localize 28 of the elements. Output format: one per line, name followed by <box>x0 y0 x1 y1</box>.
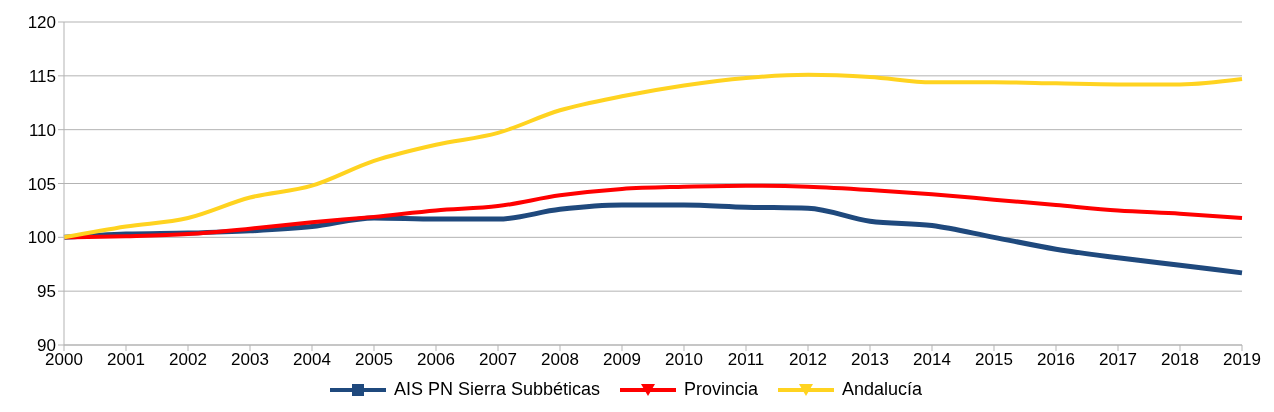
x-tick-label: 2017 <box>1099 350 1137 370</box>
x-tick-label: 2019 <box>1223 350 1261 370</box>
legend-label: Provincia <box>684 379 759 400</box>
x-tick-label: 2007 <box>479 350 517 370</box>
x-tick-label: 2004 <box>293 350 331 370</box>
x-tick-label: 2003 <box>231 350 269 370</box>
legend-label: AIS PN Sierra Subbéticas <box>393 379 600 400</box>
x-tick-label: 2008 <box>541 350 579 370</box>
y-tick-label: 105 <box>27 174 56 194</box>
x-tick-label: 2013 <box>851 350 889 370</box>
x-tick-label: 2018 <box>1161 350 1199 370</box>
x-tick-label: 2002 <box>169 350 207 370</box>
x-tick-label: 2001 <box>107 350 145 370</box>
x-tick-label: 2014 <box>913 350 951 370</box>
x-tick-label: 2011 <box>727 350 765 370</box>
legend-label: Andalucía <box>842 379 923 400</box>
y-tick-label: 110 <box>28 120 56 140</box>
x-tick-label: 2009 <box>603 350 641 370</box>
y-tick-label: 100 <box>27 228 56 248</box>
x-tick-label: 2016 <box>1037 350 1075 370</box>
x-tick-label: 2006 <box>417 350 455 370</box>
x-tick-label: 2015 <box>975 350 1013 370</box>
y-tick-label: 95 <box>37 282 56 302</box>
y-tick-label: 115 <box>28 66 56 86</box>
x-tick-label: 2012 <box>789 350 827 370</box>
x-tick-label: 2010 <box>665 350 703 370</box>
y-tick-label: 120 <box>27 13 56 33</box>
x-tick-label: 2005 <box>355 350 393 370</box>
